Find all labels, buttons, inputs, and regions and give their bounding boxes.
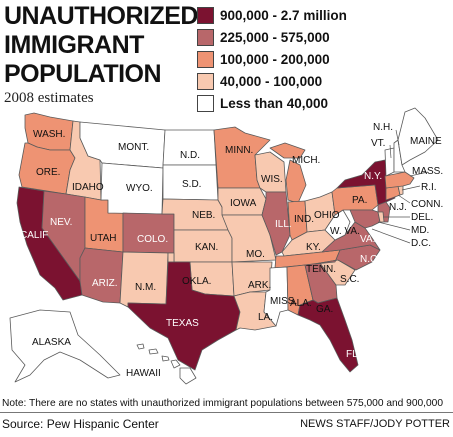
legend-item: 225,000 - 575,000 [197, 26, 347, 48]
map-subtitle: 2008 estimates [4, 90, 94, 106]
label-md: MD. [411, 225, 429, 236]
state-hawaii [136, 343, 197, 385]
label-va: VA. [360, 234, 375, 245]
legend-label: 100,000 - 200,000 [220, 51, 330, 67]
label-nj: N.J. [389, 202, 407, 213]
legend-swatch [197, 94, 214, 112]
state-ark [231, 261, 273, 297]
label-mass: MASS. [412, 166, 443, 177]
label-ore: ORE. [36, 167, 60, 178]
legend: 900,000 - 2.7 million 225,000 - 575,000 … [197, 4, 347, 114]
label-nev: NEV. [50, 217, 72, 228]
label-ind: IND. [294, 214, 314, 225]
label-wis: WIS. [261, 174, 283, 185]
legend-item: 40,000 - 100,000 [197, 70, 347, 92]
label-hawaii: HAWAII [126, 368, 161, 379]
footnote: Note: There are no states with unauthori… [2, 398, 443, 409]
label-maine: MAINE [410, 136, 442, 147]
state-alaska [9, 309, 121, 383]
state-fla [297, 297, 359, 373]
label-wva: W. VA. [330, 226, 360, 237]
label-mo: MO. [246, 249, 265, 260]
state-vt [384, 147, 395, 177]
state-md [349, 209, 381, 229]
label-okla: OKLA. [182, 276, 211, 287]
legend-label: 900,000 - 2.7 million [220, 7, 347, 23]
state-del [377, 211, 385, 223]
state-la [233, 291, 277, 331]
state-ill [261, 191, 291, 256]
state-mich [285, 159, 307, 204]
label-nd: N.D. [180, 150, 200, 161]
label-fla: FLA. [346, 349, 367, 360]
label-calif: CALIF [20, 230, 48, 241]
label-nm: N.M. [135, 282, 156, 293]
legend-swatch [197, 28, 214, 46]
label-nc: N.C. [360, 254, 380, 265]
leader-lines [371, 129, 429, 244]
title-line: POPULATION [4, 60, 162, 88]
label-ohio: OHIO [314, 210, 340, 221]
label-mich: MICH. [292, 155, 320, 166]
label-tenn: TENN. [306, 264, 336, 275]
label-utah: UTAH [90, 233, 116, 244]
legend-item: 900,000 - 2.7 million [197, 4, 347, 26]
label-mont: MONT. [118, 142, 149, 153]
label-minn: MINN. [225, 145, 253, 156]
legend-label: 40,000 - 100,000 [220, 73, 323, 89]
state-nm [119, 251, 169, 308]
label-neb: NEB. [192, 210, 215, 221]
label-ill: ILL. [275, 219, 292, 230]
label-la: LA. [258, 312, 273, 323]
label-wyo: WYO. [126, 183, 153, 194]
label-sc: S.C. [340, 274, 359, 285]
label-texas: TEXAS [166, 318, 199, 329]
label-iowa: IOWA [230, 198, 257, 209]
state-mich-up [269, 142, 306, 159]
label-ri: R.I. [421, 182, 437, 193]
label-ariz: ARIZ. [92, 278, 118, 289]
label-ky: KY. [306, 242, 321, 253]
state-maine [397, 107, 439, 166]
label-pa: PA. [352, 195, 367, 206]
label-ga: GA. [316, 304, 333, 315]
legend-swatch [197, 72, 214, 90]
title-line: IMMIGRANT [4, 31, 144, 59]
label-dc: D.C. [411, 238, 431, 249]
map-title: UNAUTHORIZED IMMIGRANT POPULATION [4, 2, 199, 89]
state-nc [314, 244, 381, 271]
state-labels: WASH. ORE. CALIF IDAHO NEV. UTAH ARIZ. M… [20, 122, 443, 379]
legend-item: Less than 40,000 [197, 92, 347, 114]
title-line: UNAUTHORIZED [4, 2, 199, 30]
label-colo: COLO. [137, 234, 168, 245]
label-ala: ALA. [290, 298, 312, 309]
label-sd: S.D. [182, 179, 201, 190]
label-conn: CONN. [411, 199, 443, 210]
state-wis [254, 151, 287, 193]
label-vt: VT. [371, 138, 385, 149]
divider [0, 412, 453, 413]
label-kan: KAN. [195, 242, 218, 253]
byline: NEWS STAFF/JODY POTTER [300, 418, 450, 430]
legend-swatch [197, 6, 214, 24]
label-wash: WASH. [33, 129, 65, 140]
state-texas [127, 261, 241, 371]
label-del: DEL. [411, 212, 433, 223]
label-nh: N.H. [373, 122, 393, 133]
source-credit: Source: Pew Hispanic Center [2, 417, 159, 431]
state-ariz [79, 247, 124, 304]
label-ark: ARK. [248, 280, 271, 291]
legend-label: 225,000 - 575,000 [220, 29, 330, 45]
legend-item: 100,000 - 200,000 [197, 48, 347, 70]
legend-label: Less than 40,000 [220, 95, 329, 111]
legend-swatch [197, 50, 214, 68]
label-alaska: ALASKA [32, 337, 71, 348]
us-map: WASH. ORE. CALIF IDAHO NEV. UTAH ARIZ. M… [9, 107, 443, 385]
state-nh [393, 139, 406, 173]
label-ny: N.Y. [364, 171, 382, 182]
label-miss: MISS. [270, 296, 297, 307]
label-idaho: IDAHO [72, 182, 104, 193]
state-colo [122, 212, 175, 254]
